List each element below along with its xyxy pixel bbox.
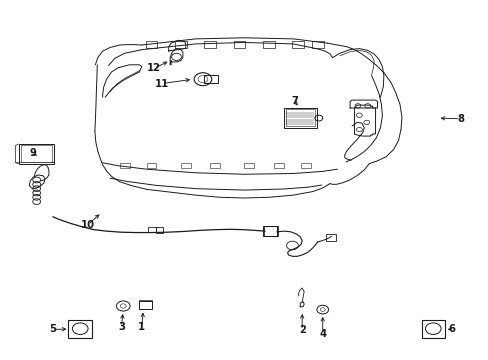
- Text: 1: 1: [138, 322, 145, 332]
- Bar: [292, 41, 304, 48]
- Bar: [283, 108, 316, 128]
- Bar: [19, 144, 54, 164]
- Text: 12: 12: [147, 63, 161, 73]
- Bar: [120, 163, 129, 168]
- Text: 8: 8: [456, 114, 463, 124]
- Bar: [311, 41, 323, 48]
- Bar: [210, 163, 220, 168]
- Text: 2: 2: [298, 325, 305, 336]
- Bar: [204, 75, 218, 83]
- Bar: [204, 41, 216, 48]
- Bar: [244, 163, 254, 168]
- Bar: [300, 163, 310, 168]
- Bar: [285, 109, 314, 126]
- Bar: [175, 41, 186, 48]
- Text: 10: 10: [81, 220, 95, 230]
- Bar: [146, 163, 156, 168]
- Bar: [325, 234, 336, 241]
- Bar: [264, 226, 277, 236]
- Bar: [155, 227, 163, 233]
- Bar: [145, 41, 157, 48]
- Bar: [273, 163, 283, 168]
- Bar: [263, 226, 276, 236]
- Bar: [181, 163, 190, 168]
- Text: 9: 9: [30, 148, 37, 158]
- Text: 5: 5: [49, 324, 56, 334]
- Bar: [421, 320, 444, 338]
- Bar: [263, 41, 274, 48]
- Text: 4: 4: [319, 329, 325, 339]
- Text: 7: 7: [290, 96, 297, 106]
- Bar: [68, 320, 92, 338]
- Bar: [233, 41, 245, 48]
- Text: 6: 6: [447, 324, 454, 334]
- Text: 11: 11: [155, 78, 169, 89]
- Bar: [139, 301, 151, 309]
- Bar: [147, 227, 156, 232]
- Bar: [20, 145, 52, 162]
- Text: 3: 3: [118, 322, 124, 332]
